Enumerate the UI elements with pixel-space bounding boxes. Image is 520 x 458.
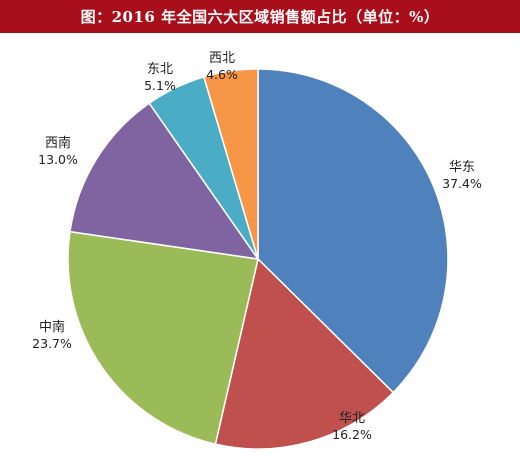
slice-label-north: 华北 [339, 411, 365, 426]
pie-slice-central-south [67, 230, 259, 446]
chart-area: 华东 37.4% 华北 16.2% 中南 23.7% 西南 13.0% 东北 5.1% 西北 4.6% [0, 33, 520, 454]
slice-value-north: 16.2% [332, 427, 372, 442]
slice-label-east: 华东 [449, 160, 475, 175]
pie-slice-northwest [202, 68, 259, 260]
pie-slice-southwest [69, 102, 260, 260]
slice-value-northwest: 4.6% [206, 67, 238, 82]
pie-slice-east [257, 68, 449, 394]
slice-value-southwest: 13.0% [38, 152, 78, 167]
pie-slice-north [214, 257, 395, 450]
slice-value-east: 37.4% [442, 176, 482, 191]
slice-label-central-south: 中南 [39, 319, 65, 335]
slice-label-northwest: 西北 [209, 51, 235, 66]
chart-title-bar: 图：2016 年全国六大区域销售额占比（单位：%） [0, 0, 520, 33]
slice-label-southwest: 西南 [45, 135, 71, 151]
slice-value-northeast: 5.1% [144, 78, 176, 93]
slice-label-northeast: 东北 [147, 62, 173, 77]
chart-title: 图：2016 年全国六大区域销售额占比（单位：%） [80, 8, 440, 26]
slice-value-central-south: 23.7% [32, 336, 72, 351]
